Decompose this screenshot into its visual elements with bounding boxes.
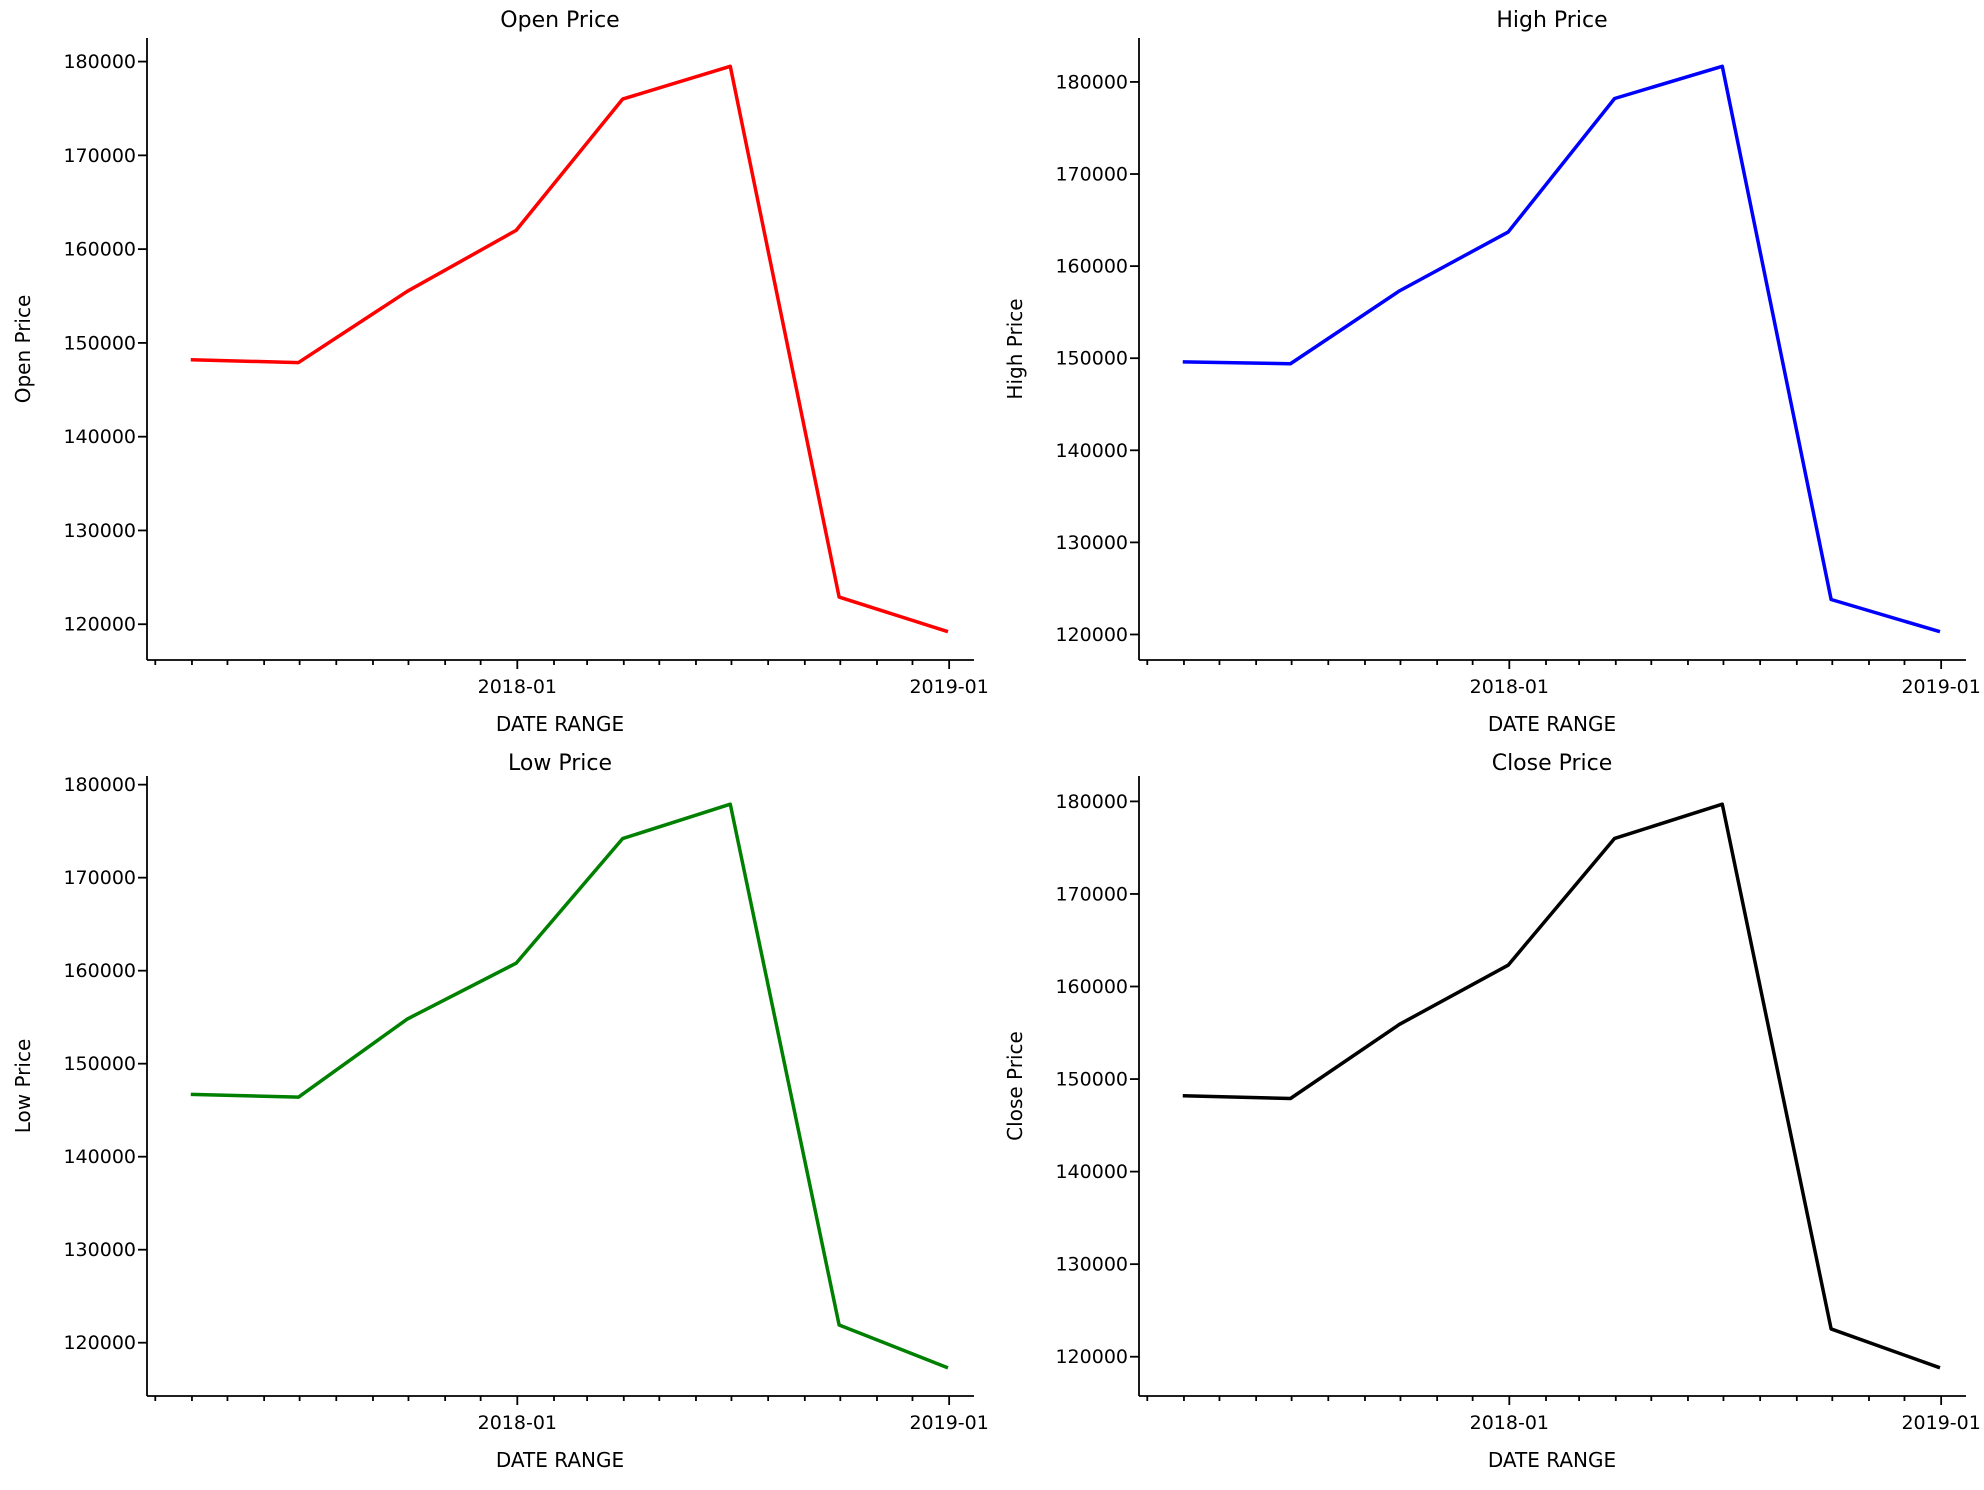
y-tick-label: 170000 bbox=[1055, 883, 1128, 905]
y-tick-label: 180000 bbox=[1055, 71, 1128, 93]
y-tick-label: 130000 bbox=[63, 1239, 136, 1261]
plot-open-price: 120000 130000 140000 150000 160000 170000 1800… bbox=[11, 8, 989, 736]
y-tick-label: 180000 bbox=[63, 51, 136, 73]
price-line-open-price bbox=[190, 64, 949, 634]
plot-high-price: 120000 130000 140000 150000 160000 170000 1800… bbox=[1003, 8, 1981, 736]
y-tick-label: 150000 bbox=[1055, 1069, 1128, 1091]
x-axis-label-low: DATE RANGE bbox=[496, 1448, 624, 1472]
y-axis-label-low: Low Price bbox=[11, 1039, 35, 1134]
axes-close: 120000 130000 140000 150000 160000 170000 1800… bbox=[1055, 776, 1981, 1434]
y-tick-label: 150000 bbox=[63, 332, 136, 354]
y-tick-label: 160000 bbox=[63, 960, 136, 982]
subplot-high-price: 120000 130000 140000 150000 160000 170000 1800… bbox=[992, 0, 1984, 745]
x-tick-label: 2019-01 bbox=[909, 1412, 988, 1434]
x-axis-label-open: DATE RANGE bbox=[496, 712, 624, 736]
y-tick-label: 140000 bbox=[63, 1146, 136, 1168]
price-line-close-price bbox=[1182, 802, 1941, 1370]
y-tick-label: 140000 bbox=[1055, 1161, 1128, 1183]
y-axis-label-close: Close Price bbox=[1003, 1031, 1027, 1141]
chart-title-close: Close Price bbox=[1492, 751, 1613, 776]
x-tick-label: 2018-01 bbox=[1470, 676, 1549, 698]
y-tick-label: 130000 bbox=[63, 520, 136, 542]
price-line-high-price bbox=[1182, 64, 1941, 634]
y-tick-label: 160000 bbox=[63, 239, 136, 261]
x-tick-label: 2018-01 bbox=[1470, 1412, 1549, 1434]
y-tick-label: 140000 bbox=[63, 426, 136, 448]
x-axis-label-close: DATE RANGE bbox=[1488, 1448, 1616, 1472]
plot-low-price: 120000 130000 140000 150000 160000 170000 1800… bbox=[11, 751, 989, 1472]
plot-close-price: 120000 130000 140000 150000 160000 170000 1800… bbox=[1003, 751, 1981, 1472]
chart-title-low: Low Price bbox=[508, 751, 612, 776]
y-tick-label: 130000 bbox=[1055, 532, 1128, 554]
chart-title-high: High Price bbox=[1496, 8, 1607, 33]
y-tick-label: 170000 bbox=[1055, 164, 1128, 186]
axes-low: 120000 130000 140000 150000 160000 170000 1800… bbox=[63, 774, 988, 1434]
y-tick-label: 160000 bbox=[1055, 256, 1128, 278]
subplot-open-price: 120000 130000 140000 150000 160000 170000 1800… bbox=[0, 0, 992, 745]
x-tick-label: 2019-01 bbox=[909, 676, 988, 698]
subplot-close-price: 120000 130000 140000 150000 160000 170000 1800… bbox=[992, 745, 1984, 1490]
y-axis-label-high: High Price bbox=[1003, 298, 1027, 399]
subplot-low-price: 120000 130000 140000 150000 160000 170000 1800… bbox=[0, 745, 992, 1490]
axes-open: 120000 130000 140000 150000 160000 170000 1800… bbox=[63, 38, 989, 698]
chart-title-open: Open Price bbox=[500, 8, 619, 33]
y-tick-label: 160000 bbox=[1055, 976, 1128, 998]
y-tick-label: 130000 bbox=[1055, 1254, 1128, 1276]
y-axis-label-open: Open Price bbox=[11, 295, 35, 404]
x-tick-label: 2019-01 bbox=[1901, 676, 1980, 698]
y-tick-label: 170000 bbox=[63, 145, 136, 167]
y-tick-label: 120000 bbox=[63, 1332, 136, 1354]
y-tick-label: 120000 bbox=[1055, 1346, 1128, 1368]
price-line-low-price bbox=[190, 802, 949, 1370]
y-tick-label: 150000 bbox=[1055, 348, 1128, 370]
axes-high: 120000 130000 140000 150000 160000 170000 1800… bbox=[1055, 38, 1981, 698]
y-tick-label: 180000 bbox=[1055, 791, 1128, 813]
y-tick-label: 120000 bbox=[63, 614, 136, 636]
x-tick-label: 2019-01 bbox=[1901, 1412, 1980, 1434]
x-tick-label: 2018-01 bbox=[478, 1412, 557, 1434]
y-tick-label: 170000 bbox=[63, 867, 136, 889]
y-tick-label: 140000 bbox=[1055, 440, 1128, 462]
x-axis-label-high: DATE RANGE bbox=[1488, 712, 1616, 736]
x-tick-label: 2018-01 bbox=[478, 676, 557, 698]
y-tick-label: 150000 bbox=[63, 1053, 136, 1075]
y-tick-label: 180000 bbox=[63, 774, 136, 796]
y-tick-label: 120000 bbox=[1055, 624, 1128, 646]
